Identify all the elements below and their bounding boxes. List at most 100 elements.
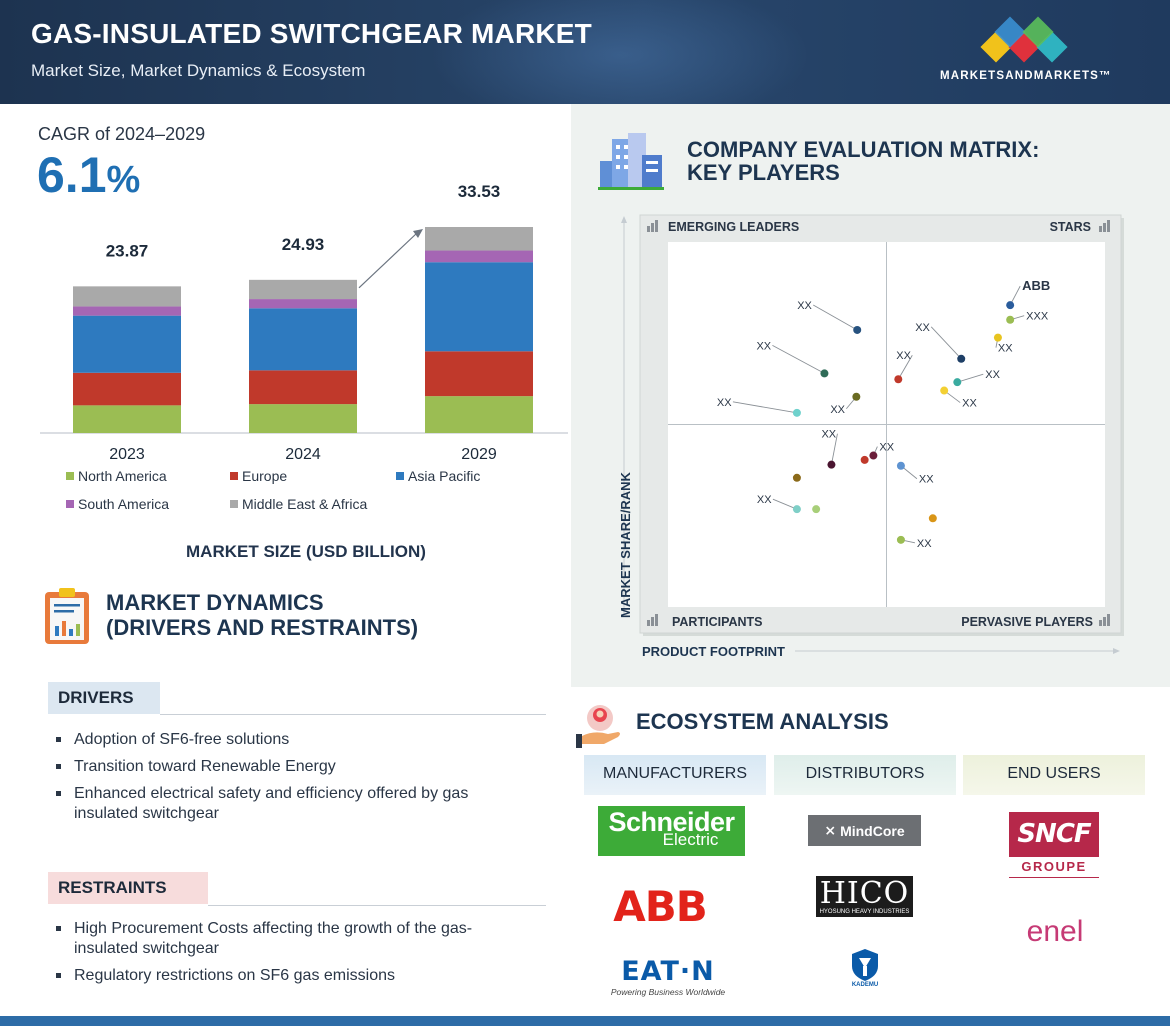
- brand-name: MARKETSANDMARKETS™: [940, 70, 1112, 82]
- clipboard-chart-icon: [45, 588, 89, 644]
- bar-segment: [425, 250, 533, 263]
- matrix-point: [894, 375, 903, 384]
- growth-arrow-head: [413, 229, 423, 238]
- x-tick-label: 2024: [285, 446, 321, 463]
- matrix-point-label: XX: [919, 474, 934, 486]
- brand-logo[interactable]: MARKETSANDMARKETS™: [935, 16, 1135, 88]
- legend-item: Europe: [230, 468, 287, 484]
- sncf-groupe-logo: SNCF GROUPE: [1009, 812, 1099, 878]
- schneider-electric-logo: Schneider Electric: [598, 806, 745, 856]
- matrix-point: [869, 451, 878, 460]
- quadrant-label-stars: STARS: [1050, 220, 1091, 234]
- legend-swatch: [230, 472, 238, 480]
- matrix-title-line2: KEY PLAYERS: [687, 160, 840, 185]
- cagr-unit: %: [106, 159, 141, 201]
- matrix-point: [928, 514, 937, 523]
- bar-segment: [73, 405, 181, 433]
- restraints-list: High Procurement Costs affecting the gro…: [54, 919, 524, 993]
- legend-item: Middle East & Africa: [230, 496, 367, 512]
- bar-segment: [425, 262, 533, 352]
- legend-swatch: [66, 500, 74, 508]
- sncf-wordmark: SNCF: [1017, 819, 1091, 849]
- bar-segment: [425, 396, 533, 433]
- driver-item: Adoption of SF6-free solutions: [54, 730, 524, 750]
- kademu-shield-icon: [852, 949, 878, 981]
- legend-item: North America: [66, 468, 167, 484]
- schneider-logo-line1: Schneider: [608, 807, 735, 837]
- legend-swatch: [396, 472, 404, 480]
- matrix-point: [896, 461, 905, 470]
- matrix-point-label: XX: [821, 429, 836, 441]
- matrix-point: [1006, 301, 1015, 310]
- header-banner: GAS-INSULATED SWITCHGEAR MARKET Market S…: [0, 0, 1170, 104]
- pervasive-players-icon: [1099, 614, 1110, 626]
- matrix-point-label: XX: [757, 494, 772, 506]
- matrix-point: [896, 535, 905, 544]
- bar-total-label: 33.53: [458, 185, 501, 201]
- matrix-point-label: XX: [915, 322, 930, 334]
- matrix-point: [792, 473, 801, 482]
- legend-item: South America: [66, 496, 169, 512]
- bar-segment: [73, 372, 181, 406]
- mindcore-wordmark: MindCore: [840, 822, 905, 839]
- bar-segment: [249, 370, 357, 405]
- hico-wordmark: HICO: [819, 875, 910, 911]
- stars-icon: [1099, 220, 1110, 232]
- matrix-leader-line: [812, 304, 858, 331]
- matrix-leader-line: [732, 401, 797, 414]
- page-subtitle: Market Size, Market Dynamics & Ecosystem: [31, 61, 366, 80]
- matrix-point: [953, 378, 962, 387]
- market-size-bar-chart: 23.87 2023 24.93 2024 33.53 2029: [40, 185, 568, 463]
- bar-segment: [425, 227, 533, 251]
- bar-segment: [249, 299, 357, 309]
- legend-label: Middle East & Africa: [242, 496, 368, 512]
- restraints-divider: [208, 905, 546, 906]
- cagr-label: CAGR of 2024–2029: [38, 124, 206, 144]
- matrix-point-label: XX: [879, 442, 894, 454]
- bar-total-label: 23.87: [106, 241, 149, 260]
- quadrant-label-pervasive-players: PERVASIVE PLAYERS: [961, 615, 1093, 629]
- matrix-point: [853, 325, 862, 334]
- abb-logo: ABB: [613, 881, 708, 931]
- restraint-item: Regulatory restrictions on SF6 gas emiss…: [54, 966, 524, 986]
- participants-icon: [647, 614, 658, 626]
- market-dynamics-title: MARKET DYNAMICS (DRIVERS AND RESTRAINTS): [106, 590, 418, 640]
- matrix-leader-line: [830, 433, 838, 465]
- matrix-point-label: XXX: [1026, 311, 1049, 323]
- matrix-title: COMPANY EVALUATION MATRIX: KEY PLAYERS: [687, 138, 1039, 184]
- end-users-header: END USERS: [963, 755, 1145, 795]
- schneider-logo-line2: Electric: [662, 830, 719, 849]
- bar-segment: [249, 404, 357, 433]
- bar-chart-title: MARKET SIZE (USD BILLION): [186, 542, 426, 561]
- bar-segment: [425, 351, 533, 397]
- hico-tagline: HYOSUNG HEAVY INDUSTRIES: [819, 908, 910, 915]
- bar-segment: [249, 279, 357, 300]
- company-evaluation-matrix: EMERGING LEADERS STARS PARTICIPANTS PERVASI…: [618, 214, 1124, 659]
- growth-arrow-line: [358, 232, 418, 289]
- legend-label: Europe: [242, 468, 288, 484]
- matrix-point: [827, 460, 836, 469]
- enel-logo: enel: [1026, 915, 1084, 948]
- kademu-logo: KADEMU: [840, 942, 890, 994]
- manufacturers-header: MANUFACTURERS: [584, 755, 766, 795]
- matrix-point: [792, 505, 801, 514]
- matrix-point: [993, 333, 1002, 342]
- x-axis-label: PRODUCT FOOTPRINT: [642, 644, 785, 659]
- x-tick-label: 2023: [109, 446, 145, 463]
- footer-bar: [0, 1016, 1170, 1026]
- bar-segment: [73, 315, 181, 373]
- eaton-logo-tagline: Powering Business Worldwide: [610, 986, 726, 997]
- hico-logo: HICO HYOSUNG HEAVY INDUSTRIES: [816, 876, 913, 917]
- matrix-point-label: XX: [717, 397, 732, 409]
- drivers-divider: [160, 714, 546, 715]
- bar-segment: [249, 308, 357, 371]
- matrix-point-label: XX: [756, 340, 771, 352]
- ecosystem-hand-person-icon: [576, 705, 620, 748]
- header-glow: [430, 0, 810, 104]
- ecosystem-title: ECOSYSTEM ANALYSIS: [636, 709, 889, 734]
- matrix-point-label: XX: [830, 404, 845, 416]
- matrix-point: [940, 386, 949, 395]
- driver-item: Transition toward Renewable Energy: [54, 757, 524, 777]
- legend-swatch: [66, 472, 74, 480]
- matrix-point: [820, 369, 829, 378]
